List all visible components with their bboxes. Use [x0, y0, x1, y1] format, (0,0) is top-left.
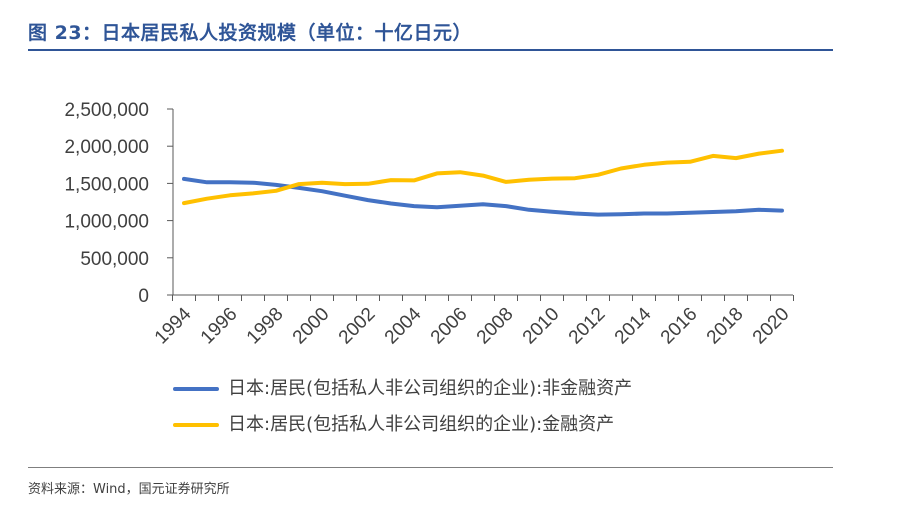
y-tick-label: 1,000,000	[64, 212, 149, 233]
legend-swatch-series-2	[173, 423, 219, 427]
y-tick-label: 0	[138, 286, 149, 307]
y-tick-label: 2,500,000	[64, 100, 149, 121]
series-line-2	[182, 148, 784, 206]
series-line-1	[182, 176, 784, 217]
x-tick-label: 1998	[243, 304, 288, 349]
x-tick-label: 2014	[611, 303, 656, 348]
x-tick-label: 2006	[427, 304, 472, 349]
figure-title: 图 23：日本居民私人投资规模（单位：十亿日元）	[28, 22, 473, 44]
x-tick-label: 1996	[197, 304, 242, 349]
x-tick-label: 2020	[749, 304, 794, 349]
x-tick-label: 2012	[565, 304, 610, 349]
legend-swatch-series-1	[173, 387, 219, 391]
y-tick-label: 2,000,000	[64, 137, 149, 158]
x-tick-label: 2002	[335, 304, 380, 349]
source-note: 资料来源：Wind，国元证券研究所	[28, 482, 230, 497]
footer-divider	[28, 467, 833, 468]
x-tick-label: 1994	[151, 303, 196, 348]
x-tick-label: 2000	[289, 304, 334, 349]
legend-label-series-2: 日本:居民(包括私人非公司组织的企业):金融资产	[228, 414, 615, 435]
x-tick-label: 2010	[519, 304, 564, 349]
title-divider	[28, 49, 833, 51]
y-tick-label: 500,000	[80, 249, 149, 270]
x-tick-label: 2004	[381, 303, 426, 348]
legend-label-series-1: 日本:居民(包括私人非公司组织的企业):非金融资产	[228, 378, 633, 399]
y-tick-label: 1,500,000	[64, 174, 149, 195]
x-tick-label: 2016	[657, 304, 702, 349]
x-tick-label: 2018	[703, 304, 748, 349]
x-tick-label: 2008	[473, 304, 518, 349]
